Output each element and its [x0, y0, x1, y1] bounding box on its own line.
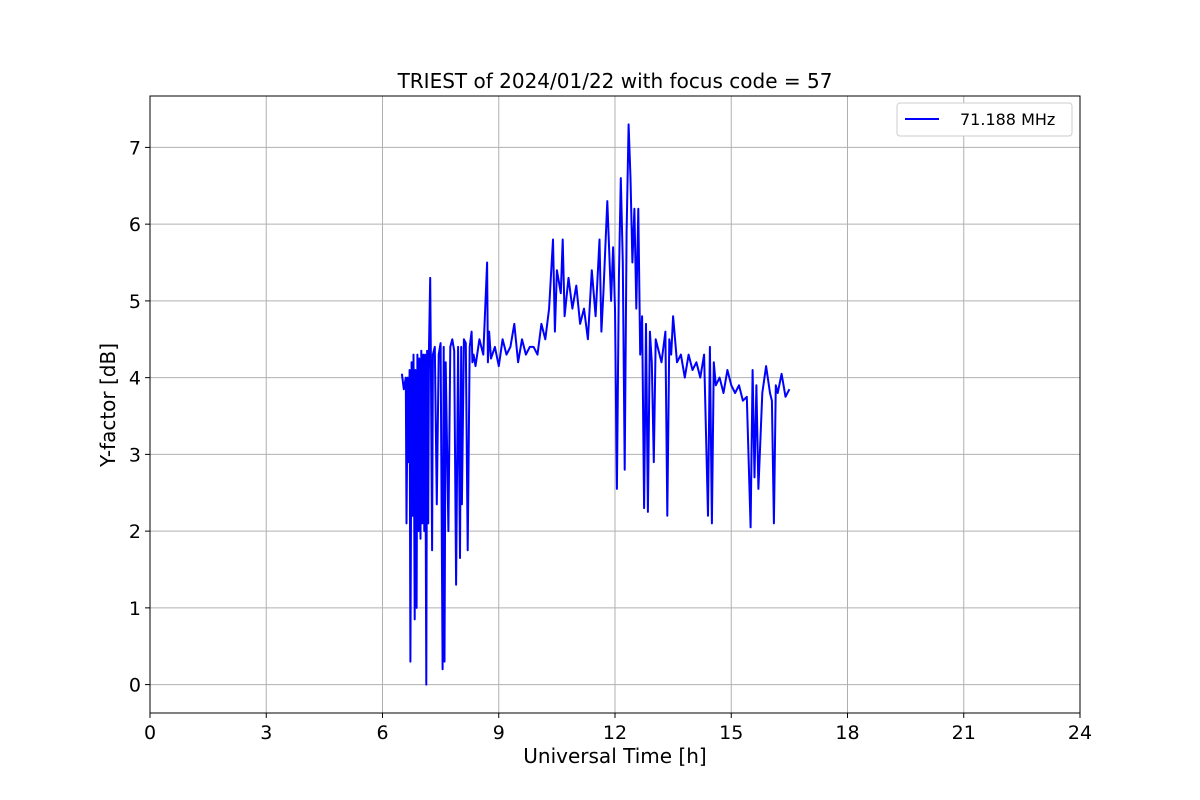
y-tick-label: 4: [129, 368, 141, 390]
y-tick-label: 5: [129, 291, 141, 313]
x-tick-label: 24: [1068, 722, 1092, 744]
x-tick-label: 0: [144, 722, 156, 744]
y-tick-label: 0: [129, 675, 141, 697]
x-tick-label: 15: [719, 722, 743, 744]
x-tick-label: 21: [952, 722, 976, 744]
y-tick-label: 1: [129, 598, 141, 620]
x-tick-label: 3: [260, 722, 272, 744]
series-layer: [400, 123, 791, 686]
grid: [149, 96, 1081, 713]
chart-title: TRIEST of 2024/01/22 with focus code = 5…: [397, 69, 833, 93]
y-tick-label: 3: [129, 444, 141, 466]
x-tick-label: 6: [376, 722, 388, 744]
y-tick-label: 2: [129, 521, 141, 543]
x-tick-label: 12: [603, 722, 627, 744]
y-axis-label: Y-factor [dB]: [96, 343, 120, 468]
series-line: [400, 123, 791, 686]
x-tick-label: 18: [835, 722, 859, 744]
x-axis-label: Universal Time [h]: [523, 744, 706, 768]
legend-label: 71.188 MHz: [960, 110, 1055, 129]
legend: 71.188 MHz: [896, 102, 1073, 137]
x-tick-label: 9: [493, 722, 505, 744]
plot-frame: [149, 95, 1081, 714]
y-tick-label: 7: [129, 137, 141, 159]
y-tick-label: 6: [129, 214, 141, 236]
legend-box: [896, 102, 1073, 137]
